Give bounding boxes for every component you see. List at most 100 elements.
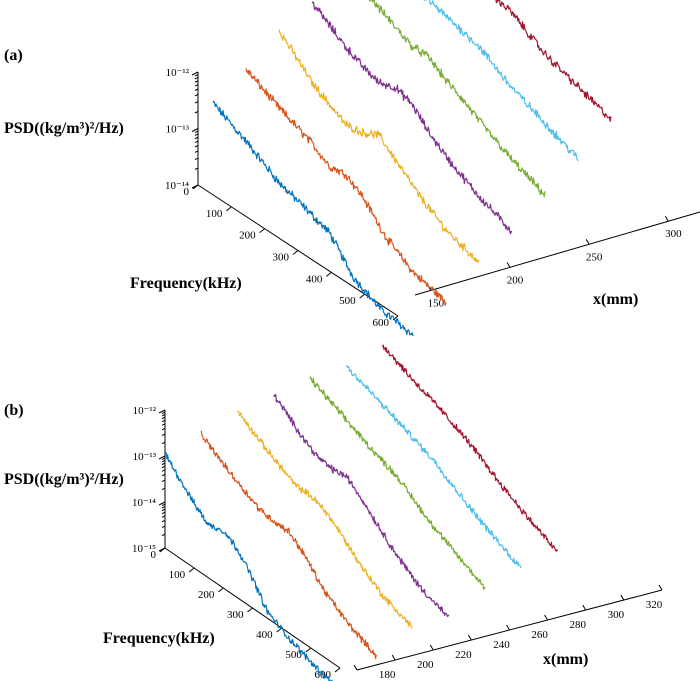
z-minor-tick xyxy=(194,145,199,148)
spectrum-line-7 xyxy=(495,0,612,123)
z-minor-tick xyxy=(194,133,199,136)
x-tick-label: 180 xyxy=(379,669,396,681)
x-tick xyxy=(506,624,510,631)
z-minor-tick xyxy=(161,506,166,509)
z-minor-tick xyxy=(161,419,166,423)
z-minor-tick xyxy=(194,101,199,104)
frequency-tick-label: 500 xyxy=(285,649,302,661)
z-minor-tick xyxy=(194,84,199,87)
z-axis-title: PSD((kg/m³)²/Hz) xyxy=(4,471,124,488)
frequency-axis-title: Frequency(kHz) xyxy=(130,275,242,292)
frequency-tick-label: 400 xyxy=(306,273,323,285)
spectrum-line-2 xyxy=(245,68,447,306)
spectrum-line-4 xyxy=(311,1,513,235)
frequency-tick-label: 100 xyxy=(169,569,186,581)
frequency-tick xyxy=(159,547,166,553)
z-minor-tick xyxy=(161,441,166,445)
frequency-tick xyxy=(259,228,265,234)
x-axis-line xyxy=(414,211,700,296)
x-tick xyxy=(353,664,358,671)
z-minor-tick xyxy=(161,479,166,482)
z-minor-tick xyxy=(161,503,166,507)
frequency-tick xyxy=(292,250,299,255)
z-minor-tick xyxy=(194,80,199,83)
x-tick xyxy=(585,239,590,245)
frequency-tick xyxy=(192,184,199,190)
z-minor-tick xyxy=(161,423,166,426)
x-tick-label: 300 xyxy=(665,228,682,240)
z-minor-tick xyxy=(161,469,166,472)
z-minor-tick xyxy=(161,511,166,515)
x-tick xyxy=(506,262,511,268)
x-tick-label: 160 xyxy=(341,679,358,681)
frequency-tick xyxy=(247,607,253,613)
x-tick xyxy=(620,594,625,601)
z-minor-tick xyxy=(161,460,166,463)
z-minor-tick xyxy=(161,508,166,512)
z-minor-tick xyxy=(194,74,199,77)
z-major-tick xyxy=(191,128,199,132)
z-minor-tick xyxy=(194,157,199,160)
x-tick-label: 320 xyxy=(646,599,663,611)
frequency-tick xyxy=(359,293,365,299)
x-tick-label: 280 xyxy=(570,619,587,631)
x-tick-label: 250 xyxy=(586,251,603,263)
spectrum-line-7 xyxy=(381,344,559,552)
x-tick-label: 260 xyxy=(531,629,548,641)
frequency-tick xyxy=(326,271,332,277)
frequency-tick xyxy=(305,647,312,653)
frequency-tick-label: 200 xyxy=(198,589,215,601)
z-tick-label: 10⁻¹² xyxy=(133,405,157,417)
z-minor-tick xyxy=(161,487,166,491)
z-minor-tick xyxy=(161,533,166,537)
x-tick xyxy=(658,584,663,591)
panel-label: (b) xyxy=(4,402,24,419)
x-tick-label: 220 xyxy=(455,649,472,661)
z-minor-tick xyxy=(194,136,199,140)
z-tick-label: 10⁻¹⁴ xyxy=(132,497,156,509)
x-tick xyxy=(429,644,434,651)
z-tick-label: 10⁻¹³ xyxy=(166,124,190,136)
panel-label: (a) xyxy=(4,47,23,64)
z-minor-tick xyxy=(161,411,166,415)
x-tick-label: 300 xyxy=(608,609,625,621)
z-minor-tick xyxy=(161,416,166,420)
frequency-tick xyxy=(334,667,341,673)
z-minor-tick xyxy=(161,462,166,466)
z-minor-tick xyxy=(161,515,166,518)
z-minor-tick xyxy=(194,140,199,143)
frequency-tick xyxy=(276,627,282,633)
frequency-tick-label: 500 xyxy=(339,295,356,307)
z-minor-tick xyxy=(161,519,166,523)
z-major-tick xyxy=(191,71,199,76)
z-minor-tick xyxy=(194,111,199,114)
x-axis-title: x(mm) xyxy=(543,651,588,668)
panel-b: (b) 10⁻¹² 10⁻¹³ 10⁻¹⁴ 10⁻¹⁵ PSD((kg/m³)²/Hz) 0… xyxy=(4,344,663,681)
z-minor-tick xyxy=(161,473,166,477)
z-minor-tick xyxy=(161,457,166,461)
x-tick xyxy=(467,634,472,641)
z-major-tick xyxy=(158,409,166,414)
z-minor-tick xyxy=(161,433,166,436)
frequency-tick xyxy=(218,587,224,593)
frequency-tick-label: 400 xyxy=(256,629,273,641)
spectrum-line-5 xyxy=(368,0,546,198)
frequency-tick-label: 300 xyxy=(227,609,244,621)
frequency-tick-label: 200 xyxy=(239,230,256,242)
z-tick-label: 10⁻¹³ xyxy=(133,451,157,463)
z-axis-title: PSD((kg/m³)²/Hz) xyxy=(4,120,124,137)
spectrum-line-1 xyxy=(212,100,414,337)
spectrum-line-2 xyxy=(200,430,377,660)
z-major-tick xyxy=(158,501,166,506)
frequency-tick-label: 600 xyxy=(373,317,390,329)
spectrum-line-3 xyxy=(237,410,413,629)
spectrum-line-5 xyxy=(309,376,486,590)
z-tick-label: 10⁻¹² xyxy=(166,67,190,79)
z-minor-tick xyxy=(194,167,199,170)
frequency-tick-label: 100 xyxy=(206,208,223,220)
z-minor-tick xyxy=(161,465,166,469)
z-minor-tick xyxy=(194,94,199,97)
z-tick-label: 10⁻¹⁴ xyxy=(165,180,189,192)
z-minor-tick xyxy=(161,414,166,417)
